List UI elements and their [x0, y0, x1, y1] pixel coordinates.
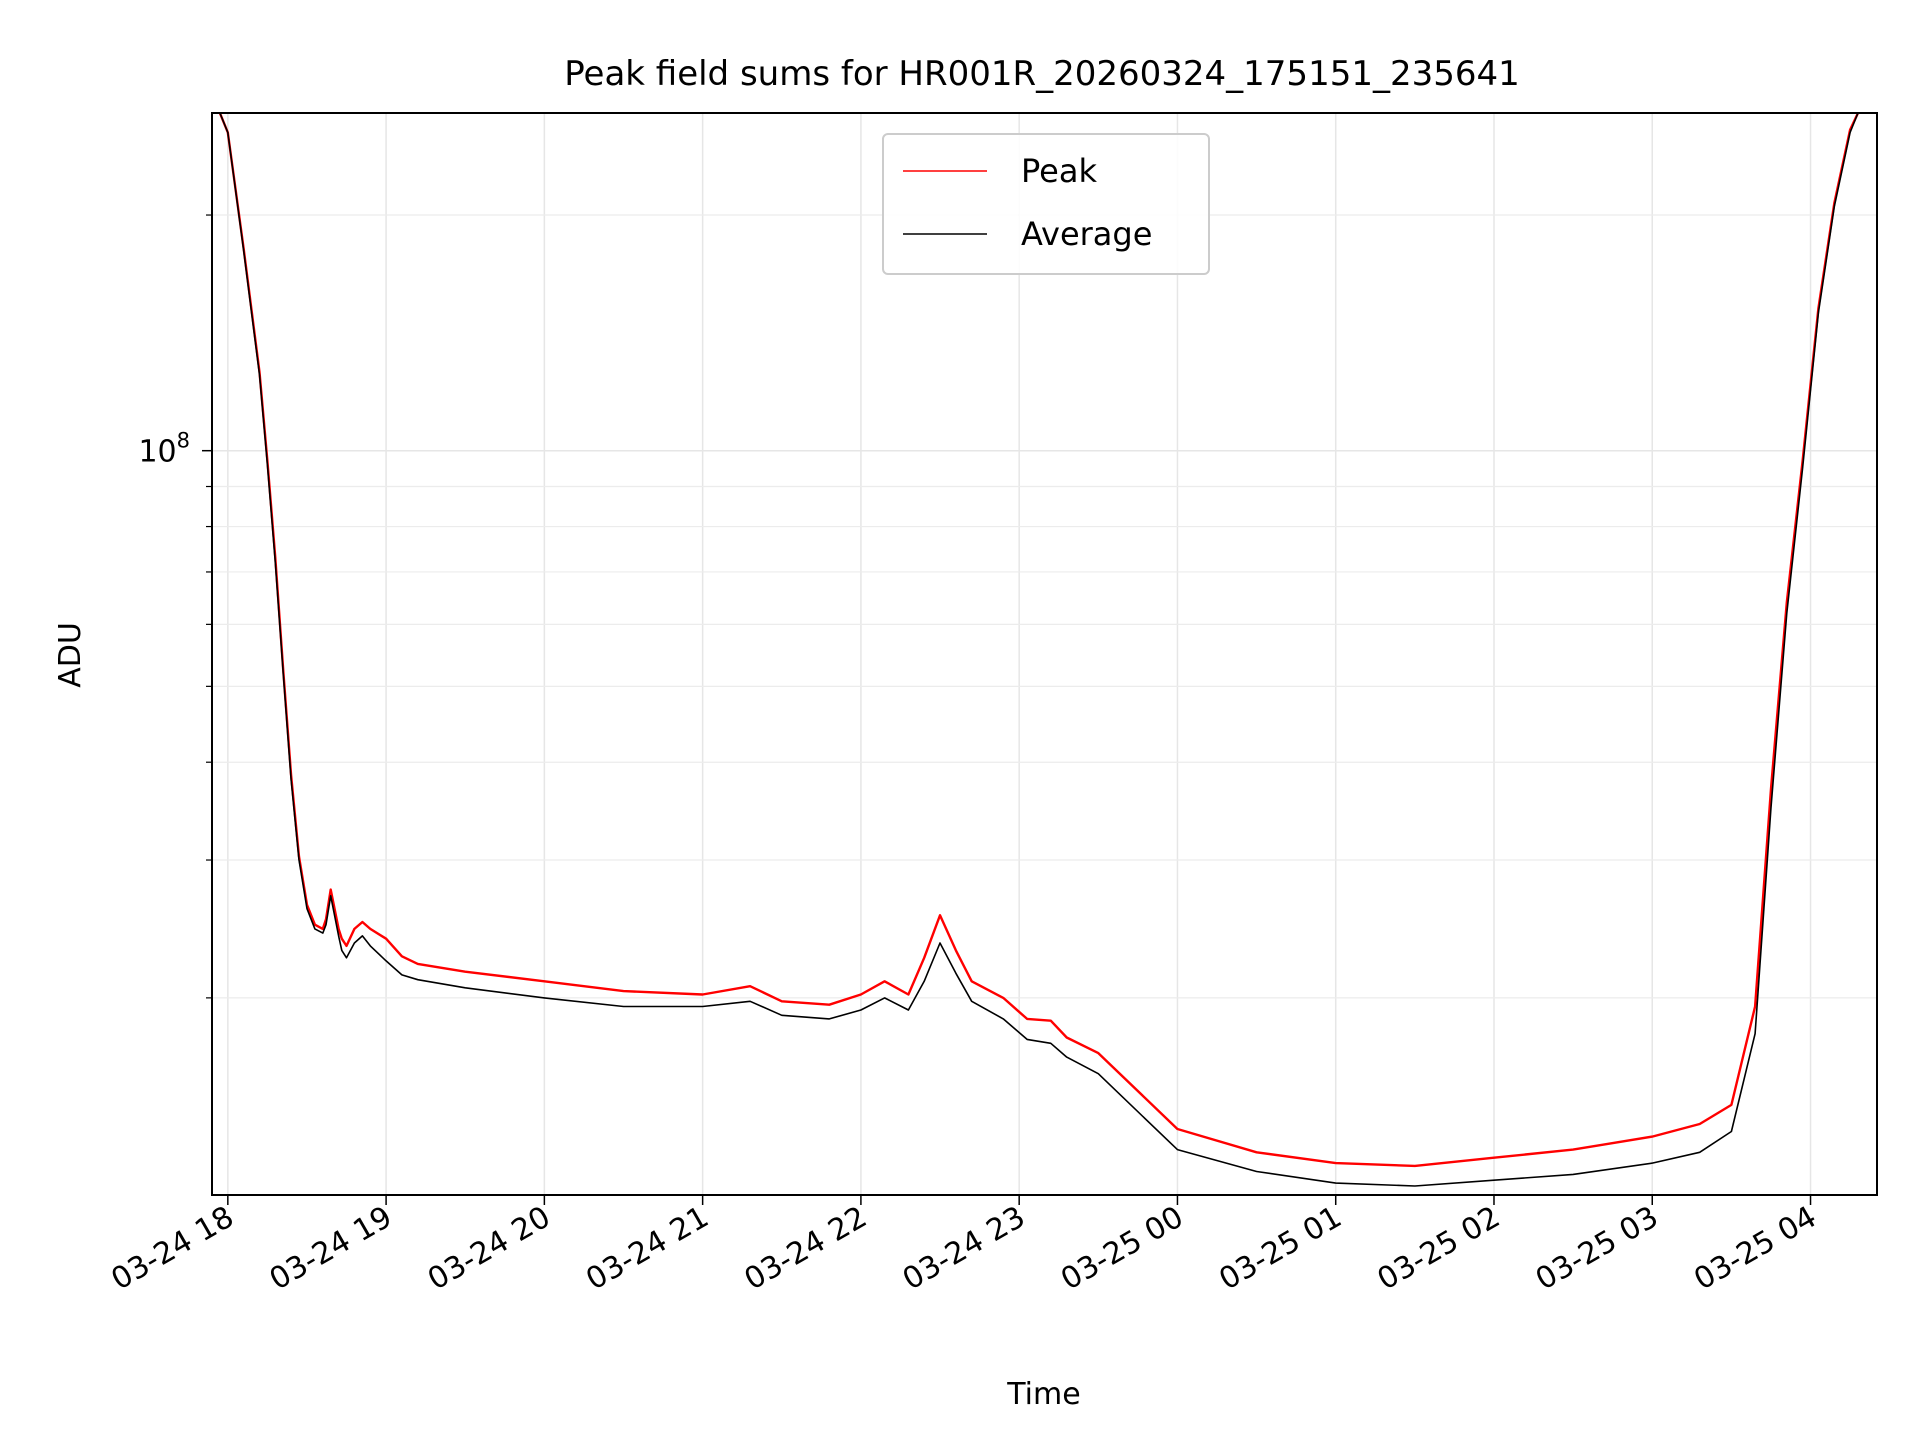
chart-title: Peak field sums for HR001R_20260324_1751…: [564, 54, 1520, 94]
legend: Peak Average: [882, 133, 1210, 275]
plot-frame: [211, 112, 1878, 1196]
y-axis-label: ADU: [53, 622, 88, 688]
series-layer: [218, 113, 1860, 1187]
grid: [212, 113, 1877, 1195]
x-axis-label: Time: [1006, 1377, 1080, 1412]
series-line-peak: [218, 113, 1860, 1168]
y-tick-label-base: 10: [138, 435, 176, 470]
y-tick-label: 108: [138, 429, 190, 470]
y-tick-label-exponent: 8: [177, 429, 190, 453]
legend-label-average: Average: [1021, 215, 1152, 253]
legend-box: [882, 133, 1210, 275]
series-line-average: [219, 113, 1859, 1187]
legend-label-peak: Peak: [1021, 152, 1097, 190]
